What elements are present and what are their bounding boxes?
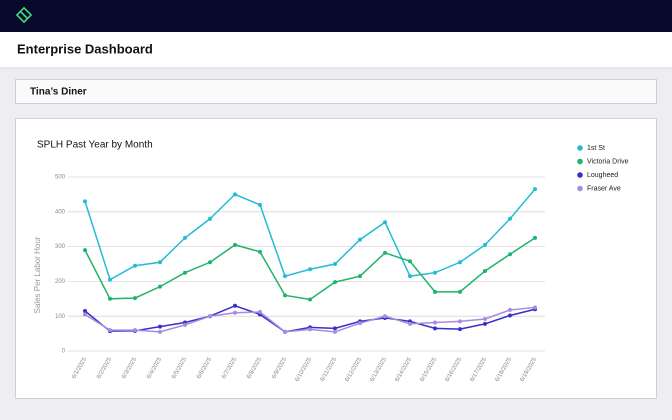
chart-card [15, 118, 657, 399]
data-point [483, 321, 487, 326]
data-point [83, 312, 87, 317]
data-point [208, 260, 212, 265]
data-point [333, 329, 337, 334]
y-tick-label: 100 [55, 314, 66, 320]
data-point [408, 321, 412, 326]
data-point [308, 267, 312, 272]
data-point [108, 277, 112, 282]
legend-swatch [577, 145, 583, 151]
data-point [458, 319, 462, 324]
header-bar [0, 32, 672, 68]
location-name: Tina’s Diner [30, 87, 87, 98]
data-point [533, 305, 537, 310]
y-tick-label: 400 [55, 209, 66, 215]
data-point [458, 327, 462, 332]
data-point [158, 329, 162, 334]
location-box[interactable] [15, 79, 657, 104]
data-point [508, 307, 512, 312]
legend-label: Lougheed [587, 172, 618, 179]
data-point [483, 268, 487, 273]
data-point [258, 310, 262, 315]
data-point [508, 313, 512, 318]
data-point [508, 216, 512, 221]
data-point [333, 262, 337, 266]
legend-label: Victoria Drive [587, 158, 629, 165]
data-point [483, 316, 487, 321]
data-point [208, 216, 212, 221]
legend-swatch [577, 158, 583, 165]
data-point [433, 320, 437, 325]
data-point [233, 242, 237, 247]
data-point [458, 289, 462, 294]
data-point [383, 220, 387, 225]
y-tick-label: 300 [55, 244, 66, 250]
chart-title: SPLH Past Year by Month [37, 140, 153, 151]
data-point [258, 249, 262, 254]
y-tick-label: 500 [55, 175, 66, 181]
data-point [533, 187, 537, 192]
data-point [458, 260, 462, 265]
data-point [83, 199, 87, 204]
data-point [433, 289, 437, 294]
data-point [158, 284, 162, 289]
data-point [308, 327, 312, 332]
data-point [358, 274, 362, 279]
data-point [183, 235, 187, 240]
data-point [333, 280, 337, 285]
data-point [183, 322, 187, 327]
data-point [508, 252, 512, 257]
data-point [83, 248, 87, 253]
data-point [283, 329, 287, 334]
page-title: Enterprise Dashboard [17, 41, 153, 56]
data-point [233, 303, 237, 308]
data-point [258, 202, 262, 207]
data-point [383, 250, 387, 255]
y-tick-label: 200 [55, 279, 66, 285]
data-point [533, 235, 537, 240]
data-point [433, 326, 437, 331]
data-point [208, 314, 212, 319]
data-point [108, 328, 112, 333]
data-point [233, 192, 237, 197]
data-point [283, 274, 287, 279]
data-point [333, 326, 337, 331]
data-point [383, 314, 387, 319]
data-point [283, 293, 287, 298]
data-point [108, 296, 112, 301]
data-point [358, 237, 362, 242]
data-point [358, 321, 362, 326]
y-tick-label: 0 [62, 349, 66, 355]
legend-label: 1st St [587, 145, 605, 152]
data-point [483, 242, 487, 247]
data-point [83, 308, 87, 313]
data-point [233, 310, 237, 315]
logo[interactable] [15, 6, 33, 24]
data-point [133, 296, 137, 301]
data-point [408, 274, 412, 279]
data-point [133, 263, 137, 268]
data-point [133, 328, 137, 333]
data-point [183, 270, 187, 275]
navbar [0, 0, 672, 32]
legend-swatch [577, 172, 583, 178]
y-axis-label: Sales Per Labor Hour [33, 236, 42, 313]
data-point [158, 260, 162, 265]
data-point [308, 297, 312, 302]
legend-swatch [577, 185, 583, 192]
data-point [433, 270, 437, 275]
data-point [408, 259, 412, 264]
legend-label: Fraser Ave [587, 185, 621, 192]
data-point [158, 324, 162, 329]
